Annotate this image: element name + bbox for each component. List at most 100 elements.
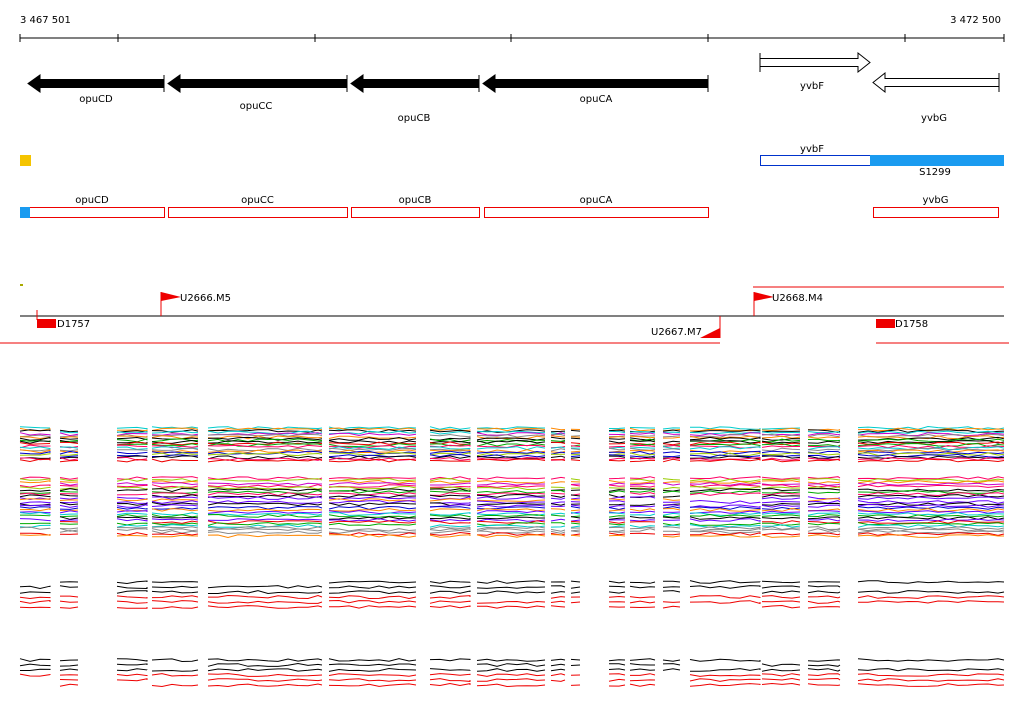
- profile: [608, 446, 626, 449]
- profile: [608, 505, 626, 508]
- profile: [19, 498, 51, 501]
- profile: [857, 595, 1005, 599]
- profile: [207, 683, 323, 688]
- profile: [429, 658, 471, 662]
- profile: [429, 431, 471, 435]
- profile: [116, 522, 148, 526]
- profile: [689, 440, 761, 444]
- profile: [207, 528, 323, 532]
- profile: [116, 429, 148, 432]
- profile: [761, 590, 801, 594]
- profile: [19, 451, 51, 455]
- profile: [761, 427, 801, 432]
- profile: [151, 429, 199, 433]
- profile: [429, 600, 471, 604]
- profile: [761, 502, 800, 506]
- gene-arrow: [482, 74, 709, 93]
- profile: [429, 505, 471, 509]
- profile: [570, 516, 581, 519]
- profile: [116, 678, 148, 682]
- profile: [476, 580, 546, 584]
- profile: [629, 478, 656, 482]
- profile: [857, 503, 1005, 508]
- profile: [207, 662, 323, 667]
- profile: [689, 499, 761, 504]
- profile: [19, 596, 51, 600]
- profile: [629, 508, 656, 512]
- profile: [807, 512, 841, 516]
- profile: [59, 499, 79, 501]
- profile: [116, 482, 148, 486]
- transcript: [873, 207, 999, 218]
- profile: [689, 480, 761, 484]
- profile: [857, 453, 1005, 458]
- profile: [429, 678, 471, 682]
- profile: [429, 520, 471, 525]
- segment: [760, 155, 871, 166]
- profile: [807, 514, 841, 518]
- profile: [59, 659, 79, 662]
- profile: [570, 512, 581, 515]
- profile: [207, 496, 323, 500]
- profile: [59, 432, 79, 437]
- profile: [629, 526, 656, 530]
- profile: [689, 433, 761, 438]
- profile: [207, 520, 323, 525]
- profile: [629, 668, 656, 671]
- profile: [629, 600, 656, 604]
- profile: [19, 494, 51, 498]
- profile: [761, 441, 801, 446]
- profile: [761, 528, 801, 531]
- profile: [629, 447, 656, 451]
- profile: [761, 673, 801, 677]
- segment-label: S1299: [919, 167, 951, 178]
- profile: [328, 484, 417, 488]
- profile: [807, 438, 841, 442]
- profile: [328, 528, 417, 532]
- profile: [689, 476, 761, 480]
- profile: [662, 490, 681, 493]
- profile: [550, 530, 566, 534]
- profile: [59, 523, 79, 525]
- profile: [207, 668, 323, 672]
- profile: [550, 486, 566, 489]
- profile: [476, 514, 546, 518]
- profile: [550, 455, 566, 458]
- profile: [629, 434, 656, 437]
- profile: [608, 507, 626, 511]
- profile: [151, 498, 199, 502]
- profile: [629, 503, 656, 506]
- profile: [19, 480, 51, 484]
- profile: [629, 492, 656, 495]
- profile: [689, 446, 761, 450]
- profile: [761, 445, 800, 448]
- gene-label: opuCC: [240, 101, 273, 112]
- profile: [151, 476, 199, 479]
- profile: [328, 595, 417, 600]
- profile: [662, 435, 681, 438]
- profile: [429, 460, 471, 462]
- profile: [629, 679, 656, 682]
- profile: [550, 432, 566, 435]
- profile: [550, 446, 566, 449]
- gene-label: yvbF: [800, 81, 824, 92]
- profile: [328, 658, 417, 662]
- profile: [608, 678, 626, 682]
- profile: [59, 436, 79, 439]
- profile: [608, 477, 626, 480]
- profile: [807, 452, 841, 456]
- profile: [662, 506, 681, 509]
- profile: [19, 591, 51, 594]
- profile: [429, 526, 471, 530]
- profile: [207, 449, 323, 454]
- profile: [608, 673, 626, 676]
- profile: [629, 510, 656, 514]
- profile: [151, 524, 199, 528]
- profile: [570, 580, 581, 583]
- profile: [476, 439, 546, 443]
- profile: [151, 452, 199, 457]
- profile: [629, 488, 656, 491]
- profile: [207, 518, 323, 521]
- profile: [570, 664, 581, 666]
